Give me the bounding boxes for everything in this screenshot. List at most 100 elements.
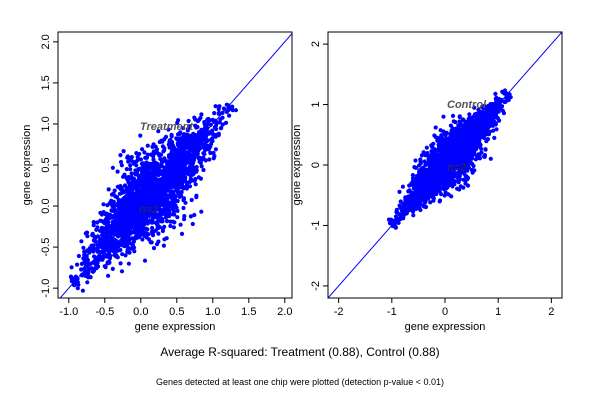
scatter-point: [97, 254, 102, 259]
scatter-point: [80, 288, 85, 293]
scatter-point: [92, 235, 97, 240]
scatter-point: [216, 131, 221, 136]
scatter-point: [433, 125, 438, 130]
scatter-point: [118, 261, 123, 266]
scatter-point: [416, 174, 421, 179]
y-tick-label: 1.5: [40, 75, 52, 90]
y-tick-label: 0: [310, 162, 322, 168]
scatter-point: [198, 176, 203, 181]
scatter-point: [460, 166, 465, 171]
scatter-point: [127, 199, 132, 204]
scatter-point: [188, 137, 193, 142]
scatter-point: [199, 209, 204, 214]
scatter-point: [82, 259, 87, 264]
scatter-point: [213, 104, 218, 109]
scatter-point: [450, 177, 455, 182]
scatter-point: [143, 185, 148, 190]
scatter-point: [145, 152, 150, 157]
scatter-point: [109, 228, 114, 233]
scatter-point: [182, 164, 187, 169]
scatter-point: [127, 236, 132, 241]
scatter-point: [148, 178, 153, 184]
scatter-point: [161, 173, 166, 179]
scatter-point: [105, 261, 110, 266]
scatter-point: [124, 167, 129, 172]
x-tick-label: 1: [495, 306, 501, 318]
scatter-point: [485, 130, 490, 135]
scatter-point: [163, 192, 168, 197]
scatter-point: [483, 147, 488, 152]
scatter-point: [179, 182, 184, 187]
scatter-point: [189, 197, 194, 203]
scatter-point: [199, 164, 204, 169]
scatter-point: [106, 187, 111, 192]
scatter-point: [165, 219, 170, 224]
scatter-point: [119, 190, 125, 195]
scatter-point: [136, 221, 141, 226]
scatter-point: [90, 233, 95, 238]
scatter-point: [441, 114, 446, 119]
scatter-point: [168, 223, 173, 229]
scatter-point: [467, 132, 472, 137]
scatter-point: [146, 169, 151, 174]
scatter-point: [118, 159, 124, 165]
scatter-point: [485, 137, 490, 142]
y-tick-label: 2: [310, 41, 322, 47]
scatter-point: [410, 176, 416, 181]
scatter-point: [156, 167, 161, 172]
scatter-point: [453, 120, 458, 125]
scatter-point: [482, 106, 487, 111]
scatter-point: [461, 125, 466, 130]
scatter-point: [420, 169, 425, 174]
scatter-point: [145, 220, 150, 226]
scatter-point: [168, 200, 173, 206]
scatter-point: [220, 122, 225, 127]
scatter-point: [493, 91, 498, 96]
scatter-point: [462, 155, 468, 161]
scatter-point: [155, 172, 160, 177]
scatter-point: [408, 207, 413, 212]
scatter-point: [458, 153, 463, 158]
scatter-point: [188, 160, 193, 165]
scatter-point: [216, 107, 221, 112]
scatter-point: [132, 192, 138, 197]
scatter-point: [450, 126, 455, 131]
scatter-point: [170, 143, 175, 148]
scatter-point: [112, 204, 117, 209]
scatter-point: [413, 195, 418, 200]
scatter-point: [208, 150, 213, 155]
scatter-point: [203, 148, 208, 153]
scatter-point: [170, 206, 175, 211]
scatter-point: [476, 107, 481, 112]
scatter-point: [128, 163, 133, 168]
scatter-point: [151, 171, 156, 176]
scatter-points: [68, 102, 238, 293]
scatter-point: [125, 185, 130, 190]
scatter-point: [182, 214, 187, 219]
scatter-point: [469, 125, 474, 130]
scatter-point: [500, 89, 505, 94]
scatter-point: [160, 159, 165, 164]
scatter-point: [141, 212, 146, 217]
scatter-point: [113, 218, 118, 223]
scatter-point: [95, 220, 100, 225]
scatter-point: [176, 118, 181, 123]
scatter-point: [187, 165, 192, 170]
scatter-point: [484, 120, 489, 126]
scatter-point: [163, 134, 169, 139]
scatter-point: [112, 239, 117, 244]
scatter-point: [99, 212, 104, 217]
scatter-point: [149, 240, 154, 245]
scatter-point: [158, 207, 163, 212]
scatter-point: [192, 212, 197, 218]
scatter-point: [150, 233, 156, 238]
scatter-point: [455, 174, 460, 179]
scatter-point: [458, 156, 463, 161]
scatter-point: [93, 266, 98, 271]
scatter-point: [154, 221, 159, 226]
scatter-point: [430, 144, 435, 150]
scatter-point: [140, 237, 145, 242]
scatter-point: [459, 162, 464, 167]
scatter-point: [179, 231, 185, 236]
scatter-point: [108, 248, 113, 253]
